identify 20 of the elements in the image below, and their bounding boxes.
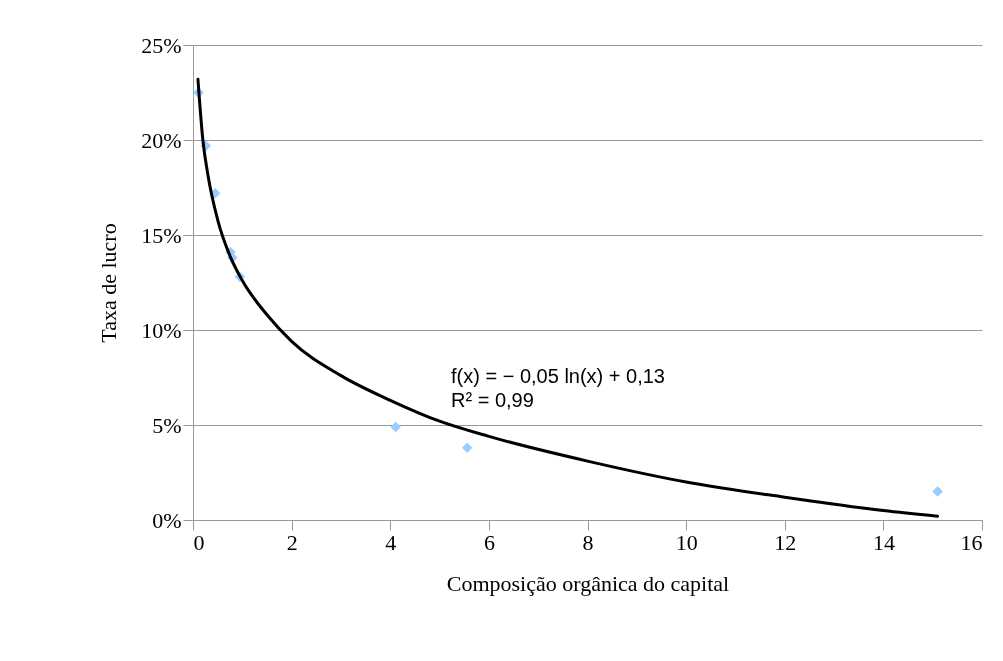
x-tick-label: 14 — [872, 529, 895, 555]
y-tick-label: 20% — [141, 127, 182, 153]
y-axis-title: Taxa de lucro — [96, 223, 122, 343]
x-axis-title: Composição orgânica do capital — [446, 570, 730, 596]
x-tick-label: 8 — [582, 529, 594, 555]
y-tick-label: 5% — [152, 412, 182, 438]
x-tick-label: 6 — [483, 529, 495, 555]
y-tick-label: 15% — [141, 222, 182, 248]
y-tick-label: 10% — [141, 317, 182, 343]
x-tick-label: 2 — [286, 529, 298, 555]
x-tick-label: 12 — [774, 529, 797, 555]
line-series — [196, 77, 940, 518]
y-tick-label: 25% — [141, 32, 182, 58]
x-tick-label: 16 — [960, 529, 983, 555]
annotation: R² = 0,99 — [451, 389, 534, 411]
x-tick-label: 4 — [385, 529, 397, 555]
annotation: f(x) = − 0,05 ln(x) + 0,13 — [451, 365, 665, 387]
x-tick-label: 0 — [193, 529, 205, 555]
y-tick-label: 0% — [152, 507, 182, 533]
x-tick-label: 10 — [675, 529, 698, 555]
